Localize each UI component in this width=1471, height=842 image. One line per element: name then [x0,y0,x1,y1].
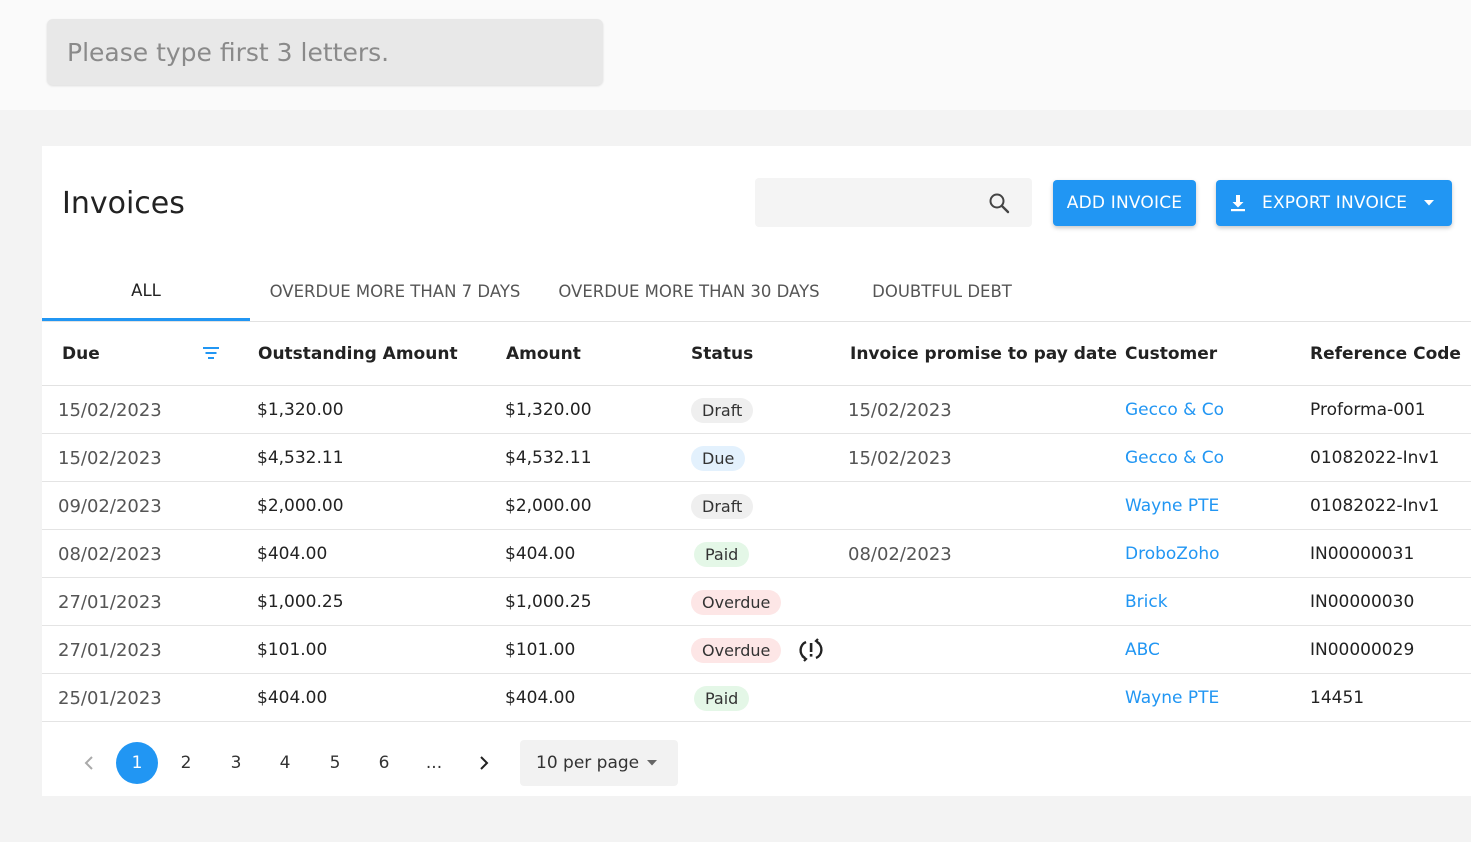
per-page-select[interactable]: 10 per page [520,740,678,786]
outstanding-amount: $1,320.00 [257,400,344,420]
promise-date: 08/02/2023 [848,543,952,565]
customer-link[interactable]: Gecco & Co [1125,448,1225,468]
reference-code: IN00000030 [1310,592,1415,612]
reference-code: IN00000031 [1310,544,1415,564]
customer-link[interactable]: Wayne PTE [1125,688,1220,708]
export-invoice-label: EXPORT INVOICE [1262,193,1408,213]
outstanding-amount: $404.00 [257,688,328,708]
outstanding-amount: $4,532.11 [257,448,344,468]
status-badge: Overdue [691,637,782,663]
sort-icon[interactable] [203,346,219,360]
promise-date: 15/02/2023 [848,447,952,469]
column-header-outstanding-amount[interactable]: Outstanding Amount [258,344,458,364]
reference-code: 01082022-Inv1 [1310,448,1440,468]
status-badge: Paid [694,541,750,567]
global-search-input[interactable] [47,19,603,85]
customer-link[interactable]: ABC [1125,640,1160,660]
top-bar [0,0,1471,110]
amount: $404.00 [505,688,576,708]
column-header-due[interactable]: Due [62,344,100,364]
status-badge: Due [691,445,746,471]
export-invoice-button[interactable]: EXPORT INVOICE [1216,180,1452,226]
table-row[interactable]: 27/01/2023 $1,000.25 $1,000.25 Overdue B… [42,578,1471,626]
due-date: 27/01/2023 [58,639,162,661]
page-button-1[interactable]: 1 [116,742,158,784]
column-header-reference-code[interactable]: Reference Code [1310,344,1461,364]
due-date: 15/02/2023 [58,447,162,469]
outstanding-amount: $1,000.25 [257,592,344,612]
due-date: 09/02/2023 [58,495,162,517]
column-header-customer[interactable]: Customer [1125,344,1218,364]
invoice-tabs: ALL OVERDUE MORE THAN 7 DAYS OVERDUE MOR… [42,262,1471,322]
per-page-label: 10 per page [536,753,640,773]
status-badge: Overdue [691,589,782,615]
invoice-search[interactable] [755,178,1032,227]
amount: $404.00 [505,544,576,564]
amount: $101.00 [505,640,576,660]
page-ellipsis[interactable]: ... [425,753,443,773]
table-row[interactable]: 15/02/2023 $1,320.00 $1,320.00 Draft 15/… [42,386,1471,434]
amount: $1,000.25 [505,592,592,612]
due-date: 08/02/2023 [58,543,162,565]
table-row[interactable]: 08/02/2023 $404.00 $404.00 Paid 08/02/20… [42,530,1471,578]
customer-link[interactable]: Wayne PTE [1125,496,1220,516]
reference-code: 01082022-Inv1 [1310,496,1440,516]
tab-doubtful-debt[interactable]: DOUBTFUL DEBT [872,281,1012,301]
status-badge: Draft [691,493,754,519]
table-row[interactable]: 15/02/2023 $4,532.11 $4,532.11 Due 15/02… [42,434,1471,482]
table-row[interactable]: 25/01/2023 $404.00 $404.00 Paid Wayne PT… [42,674,1471,722]
promise-date: 15/02/2023 [848,399,952,421]
due-date: 15/02/2023 [58,399,162,421]
due-date: 27/01/2023 [58,591,162,613]
customer-link[interactable]: Brick [1125,592,1168,612]
search-icon[interactable] [987,191,1011,215]
tab-overdue-30-days[interactable]: OVERDUE MORE THAN 30 DAYS [558,281,820,301]
amount: $4,532.11 [505,448,592,468]
prev-page-button[interactable] [68,742,110,784]
column-header-status[interactable]: Status [691,344,754,364]
page-button-5[interactable]: 5 [329,753,341,773]
status-badge: Paid [694,685,750,711]
chevron-left-icon [84,756,93,770]
amount: $1,320.00 [505,400,592,420]
page-button-6[interactable]: 6 [378,753,390,773]
reference-code: 14451 [1310,688,1365,708]
outstanding-amount: $101.00 [257,640,328,660]
sync-alert-icon[interactable] [797,637,825,663]
due-date: 25/01/2023 [58,687,162,709]
chevron-down-icon[interactable] [1423,199,1435,207]
customer-link[interactable]: DroboZoho [1125,544,1220,564]
page-button-2[interactable]: 2 [180,753,192,773]
table-header: Due Outstanding Amount Amount Status Inv… [42,322,1471,386]
page-title: Invoices [62,186,185,221]
status-badge: Draft [691,397,754,423]
add-invoice-button[interactable]: ADD INVOICE [1053,180,1196,226]
outstanding-amount: $2,000.00 [257,496,344,516]
next-page-button[interactable] [463,742,505,784]
invoices-card: Invoices ADD INVOICE EXPORT INVOICE ALL … [42,146,1471,796]
tab-all[interactable]: ALL [42,262,250,321]
reference-code: Proforma-001 [1310,400,1426,420]
outstanding-amount: $404.00 [257,544,328,564]
download-icon [1231,195,1245,212]
amount: $2,000.00 [505,496,592,516]
page-button-3[interactable]: 3 [230,753,242,773]
invoice-search-input[interactable] [755,178,975,227]
chevron-right-icon [480,756,489,770]
column-header-amount[interactable]: Amount [506,344,581,364]
customer-link[interactable]: Gecco & Co [1125,400,1225,420]
chevron-down-icon [647,760,657,766]
page-button-4[interactable]: 4 [279,753,291,773]
pagination: 1 2 3 4 5 6 ... 10 per page [42,740,1471,796]
column-header-promise-date[interactable]: Invoice promise to pay date [850,344,1118,364]
table-row[interactable]: 27/01/2023 $101.00 $101.00 Overdue ABC I… [42,626,1471,674]
tab-overdue-7-days[interactable]: OVERDUE MORE THAN 7 DAYS [269,281,521,301]
reference-code: IN00000029 [1310,640,1415,660]
table-row[interactable]: 09/02/2023 $2,000.00 $2,000.00 Draft Way… [42,482,1471,530]
